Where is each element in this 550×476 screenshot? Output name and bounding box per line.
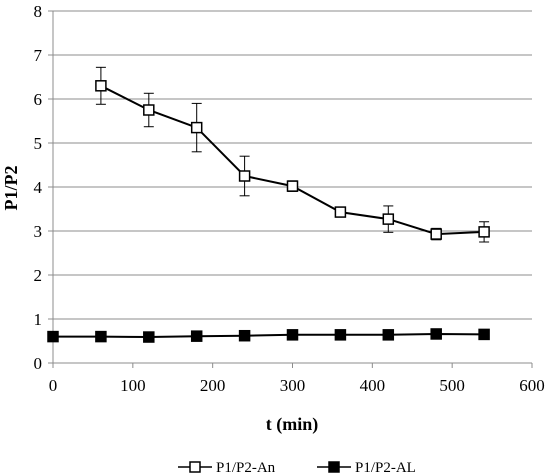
data-point — [238, 170, 251, 182]
data-point — [95, 330, 107, 343]
data-point — [143, 104, 155, 116]
data-point — [95, 80, 107, 92]
data-point — [334, 206, 347, 218]
legend-marker — [189, 461, 201, 473]
legend-item-2: P1/P2-AL — [317, 460, 416, 476]
data-point — [238, 329, 251, 342]
axes — [48, 10, 533, 368]
x-tick-label: 600 — [519, 376, 545, 395]
y-tick-label: 8 — [34, 2, 43, 21]
data-point — [190, 121, 203, 134]
y-tick-label: 2 — [34, 266, 43, 285]
y-tick-label: 3 — [34, 222, 43, 241]
y-tick-label: 4 — [34, 178, 43, 197]
y-tick-label: 5 — [34, 134, 43, 153]
y-axis-label: P1/P2 — [1, 166, 21, 211]
legend-label: P1/P2-AL — [355, 460, 416, 476]
data-point — [382, 213, 395, 225]
data-point — [382, 329, 395, 341]
data-series — [47, 66, 490, 343]
data-point — [334, 329, 347, 341]
legend-label: P1/P2-An — [216, 460, 276, 476]
x-tick-label: 0 — [49, 376, 58, 395]
y-tick-label: 7 — [34, 46, 43, 65]
y-tick-label: 6 — [34, 90, 43, 109]
series-2 — [47, 328, 490, 343]
legend-item-1: P1/P2-An — [178, 460, 276, 476]
data-point — [286, 180, 299, 192]
y-tick-label: 1 — [34, 310, 43, 329]
data-point — [430, 328, 442, 340]
y-tick-label: 0 — [34, 354, 43, 373]
data-point — [190, 330, 203, 342]
data-point — [143, 331, 155, 343]
y-tick-labels: 0 1 2 3 4 5 6 7 8 — [34, 2, 43, 373]
x-tick-label: 200 — [200, 376, 226, 395]
legend: P1/P2-An P1/P2-AL — [178, 460, 416, 476]
x-tick-labels: 0 100 200 300 400 500 600 — [49, 376, 545, 395]
legend-marker — [328, 461, 340, 473]
x-tick-label: 100 — [120, 376, 146, 395]
data-point — [478, 226, 490, 238]
x-tick-label: 300 — [280, 376, 306, 395]
series-line — [53, 332, 485, 339]
series-1 — [95, 66, 490, 243]
grid-lines — [53, 10, 532, 320]
series-line — [100, 84, 485, 236]
x-tick-label: 500 — [439, 376, 465, 395]
x-axis-label: t (min) — [266, 414, 319, 435]
data-point — [47, 330, 59, 343]
data-point — [286, 329, 299, 341]
data-point — [478, 328, 490, 341]
x-tick-label: 400 — [360, 376, 386, 395]
data-point — [430, 228, 442, 240]
